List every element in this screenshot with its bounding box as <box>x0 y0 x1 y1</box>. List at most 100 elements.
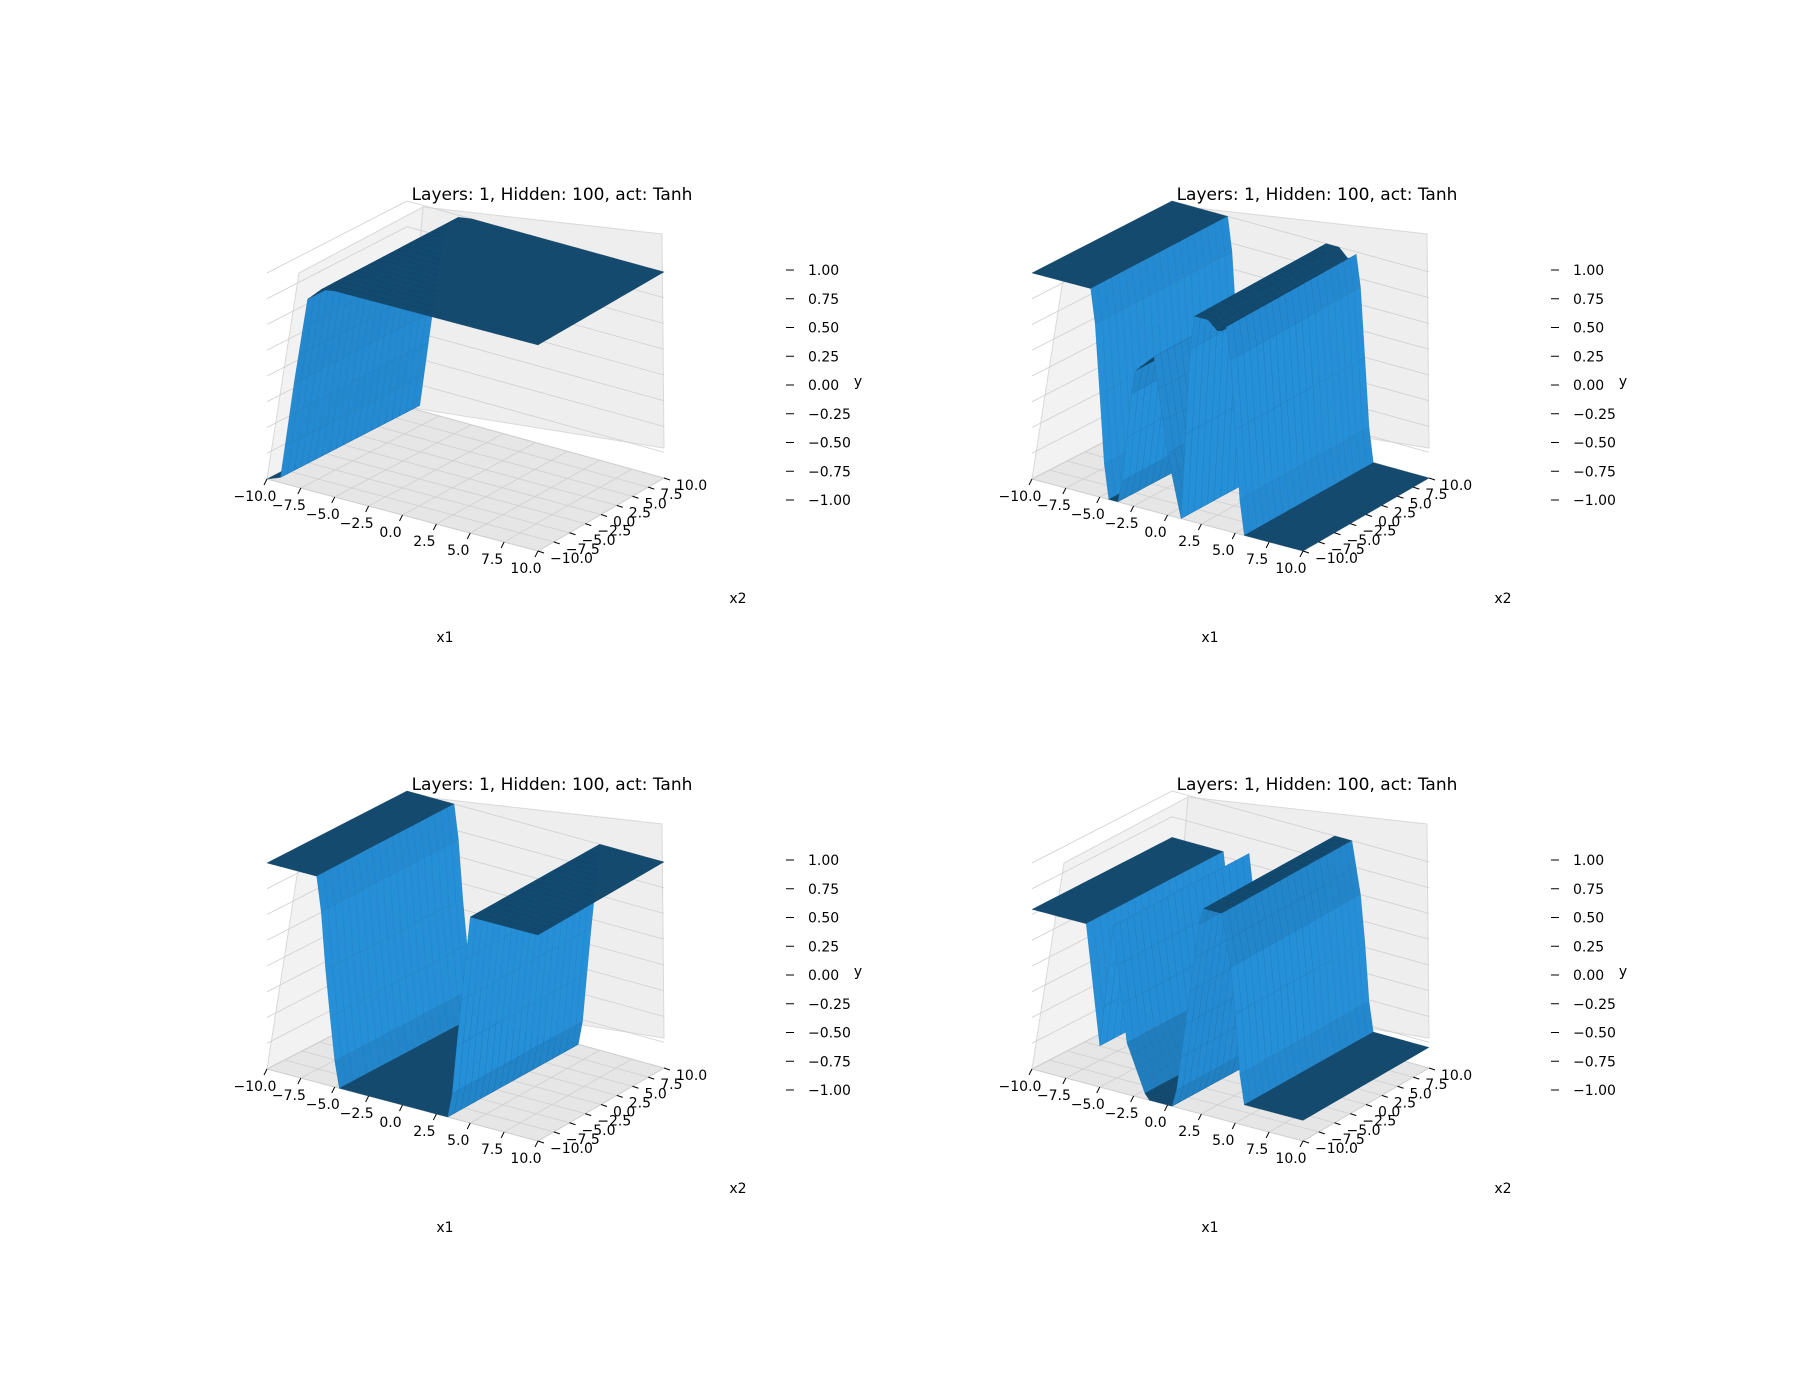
grid-line <box>470 459 600 534</box>
x1-tick-label: 2.5 <box>413 1124 435 1140</box>
tick-mark <box>500 541 505 549</box>
y-tick-label: −0.25 <box>1573 407 1616 423</box>
tick-mark <box>1334 532 1341 536</box>
tick-mark <box>399 514 403 522</box>
tick-mark <box>632 495 639 499</box>
tick-mark <box>432 523 437 531</box>
tick-mark <box>534 550 539 558</box>
grid-line <box>1031 816 1173 890</box>
y-tick-label: 0.75 <box>808 292 839 308</box>
y-tick-label: −0.50 <box>808 1026 851 1042</box>
x1-tick-label: 7.5 <box>481 552 503 568</box>
x2-tick-label: 0.0 <box>613 1105 635 1121</box>
x2-tick-label: 5.0 <box>645 1086 667 1102</box>
tick-mark <box>632 1085 639 1089</box>
tick-mark <box>1197 523 1202 531</box>
grid-line <box>389 415 649 488</box>
x1-axis-label: x1 <box>436 630 453 646</box>
y-tick-label: 0.50 <box>808 321 839 337</box>
tick-mark <box>1028 478 1033 486</box>
grid-line <box>266 200 408 274</box>
tick-mark <box>600 1104 608 1107</box>
x2-axis-label: x2 <box>729 1181 746 1197</box>
x1-tick-label: 5.0 <box>447 1133 469 1149</box>
tick-mark <box>1397 495 1404 499</box>
x2-tick-label: 7.5 <box>660 1077 682 1093</box>
tick-mark <box>1302 550 1310 554</box>
tick-mark <box>466 532 471 540</box>
x2-tick-label: −5.0 <box>1347 533 1381 549</box>
tick-mark <box>537 550 545 554</box>
x1-tick-label: 2.5 <box>1178 534 1200 550</box>
surface <box>1031 835 1430 1121</box>
tick-mark <box>1231 532 1236 540</box>
x2-tick-label: 10.0 <box>1441 478 1472 494</box>
x1-axis: −10.0−7.5−5.0−2.50.02.55.07.510.0x1 <box>999 478 1307 646</box>
chart-panel-3: Layers: 1, Hidden: 100, act: Tanh −10.0 −… <box>0 590 900 1290</box>
y-tick-label: −1.00 <box>808 493 851 509</box>
chart-title: Layers: 1, Hidden: 100, act: Tanh <box>412 775 693 795</box>
tick-mark <box>263 478 268 486</box>
x1-tick-label: −10.0 <box>234 1079 277 1095</box>
y-tick-label: 0.50 <box>808 911 839 927</box>
x2-tick-label: 0.0 <box>613 515 635 531</box>
y-tick-label: −0.75 <box>808 464 851 480</box>
tick-mark <box>1413 486 1420 490</box>
tick-mark <box>263 1068 268 1076</box>
grid-line <box>406 380 665 453</box>
x2-tick-label: −2.5 <box>597 524 631 540</box>
tick-mark <box>1096 496 1101 504</box>
grid-line <box>354 433 617 506</box>
x2-axis: −10.0−7.5−5.0−2.50.02.55.07.510.0x2 <box>537 477 747 607</box>
x2-tick-label: 0.0 <box>1378 515 1400 531</box>
grid-line <box>470 1049 600 1124</box>
x1-tick-label: 10.0 <box>510 561 541 577</box>
x1-tick-label: 7.5 <box>481 1142 503 1158</box>
x1-tick-label: 10.0 <box>1275 561 1306 577</box>
x1-tick-label: −5.0 <box>1071 507 1105 523</box>
x2-axis-label: x2 <box>729 591 746 607</box>
x1-tick-label: −7.5 <box>1037 498 1071 514</box>
tick-mark <box>1318 541 1325 545</box>
x2-tick-label: −7.5 <box>566 1132 600 1148</box>
x1-tick-label: −5.0 <box>306 1097 340 1113</box>
tick-mark <box>500 1131 505 1139</box>
x2-tick-label: −7.5 <box>1331 542 1365 558</box>
grid-line <box>406 406 665 479</box>
tick-mark <box>399 1104 403 1112</box>
x2-tick-label: 7.5 <box>660 487 682 503</box>
chart-title: Layers: 1, Hidden: 100, act: Tanh <box>1177 185 1458 205</box>
tick-mark <box>648 1076 655 1080</box>
tick-mark <box>331 1086 336 1094</box>
x1-tick-label: 0.0 <box>379 525 401 541</box>
tick-mark <box>1164 514 1168 522</box>
tick-mark <box>1299 550 1304 558</box>
x1-tick-label: −2.5 <box>1105 516 1139 532</box>
tick-mark <box>663 477 671 481</box>
tick-mark <box>553 1131 560 1135</box>
surface-facet <box>1298 546 1310 552</box>
tick-mark <box>365 505 370 513</box>
surface-plot-4: Layers: 1, Hidden: 100, act: Tanh −10.0−… <box>999 775 1628 1236</box>
surface-facet <box>533 930 545 936</box>
x2-tick-label: 2.5 <box>629 1095 651 1111</box>
grid-line <box>1171 816 1430 889</box>
grid-line <box>1171 790 1430 863</box>
chart-title: Layers: 1, Hidden: 100, act: Tanh <box>412 185 693 205</box>
x1-tick-label: 0.0 <box>1144 525 1166 541</box>
grid-line <box>503 1058 633 1133</box>
grid-line <box>406 329 665 402</box>
surface <box>266 217 665 480</box>
tick-mark <box>365 1095 370 1103</box>
tick-mark <box>600 514 608 517</box>
x2-axis: −10.0−7.5−5.0−2.50.02.55.07.510.0x2 <box>537 1067 747 1197</box>
y-tick-label: 1.00 <box>808 853 839 869</box>
y-tick-label: 0.25 <box>808 349 839 365</box>
chart-title: Layers: 1, Hidden: 100, act: Tanh <box>1177 775 1458 795</box>
x1-tick-label: 7.5 <box>1246 552 1268 568</box>
tick-mark <box>331 496 336 504</box>
chart-panel-1: Layers: 1, Hidden: 100, act: Tanh −10.0−… <box>0 0 900 700</box>
tick-mark <box>297 487 302 495</box>
tick-mark <box>297 1077 302 1085</box>
x1-axis-label: x1 <box>1201 630 1218 646</box>
